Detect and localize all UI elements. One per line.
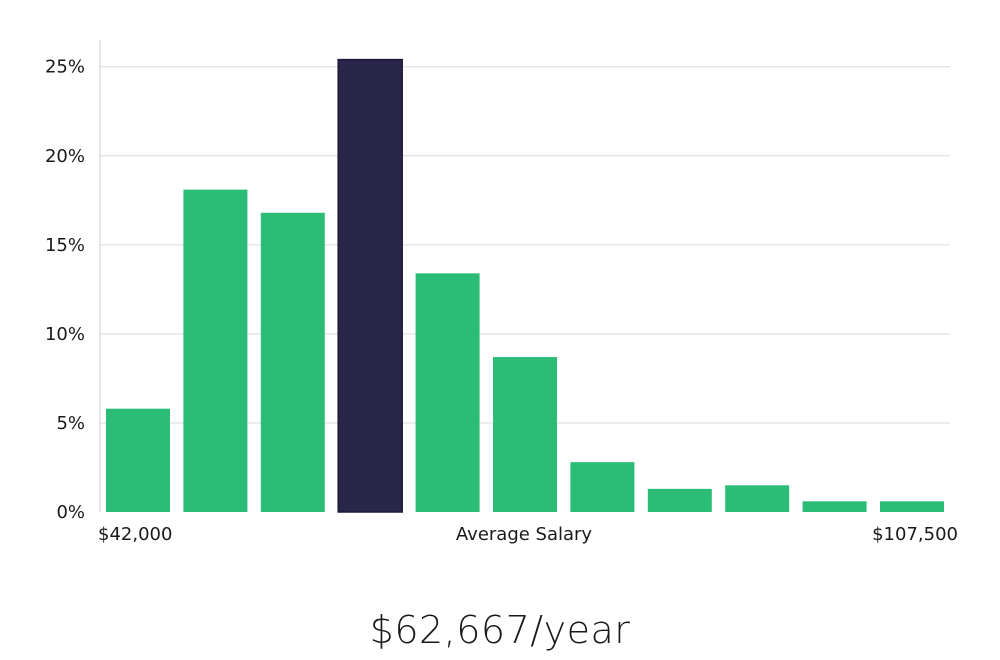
bars: [106, 58, 944, 513]
x-axis-max-label: $107,500: [872, 524, 958, 545]
y-tick-label: 5%: [56, 413, 85, 434]
bar: [725, 485, 790, 512]
bar: [493, 357, 557, 512]
bar: [260, 212, 325, 512]
bar: [570, 462, 635, 512]
average-salary-value: $62,667/year: [369, 608, 631, 652]
bar-highlighted: [337, 58, 403, 513]
bar: [647, 488, 712, 512]
y-tick-label: 15%: [45, 235, 85, 256]
y-tick-label: 10%: [45, 324, 85, 345]
salary-histogram: 0%5%10%15%20%25% $42,000 Average Salary …: [45, 40, 958, 545]
y-tick-label: 0%: [56, 502, 85, 523]
y-tick-label: 20%: [45, 146, 85, 167]
y-axis-ticks: 0% 5% 10% 15% 20% 25%: [45, 57, 85, 523]
bar: [880, 501, 944, 512]
bar: [802, 501, 867, 512]
x-axis-title: Average Salary: [456, 524, 593, 545]
y-tick-label: 25%: [45, 57, 85, 78]
bar: [415, 273, 480, 512]
x-axis-min-label: $42,000: [98, 524, 172, 545]
bar: [106, 408, 170, 512]
bar: [183, 189, 248, 512]
